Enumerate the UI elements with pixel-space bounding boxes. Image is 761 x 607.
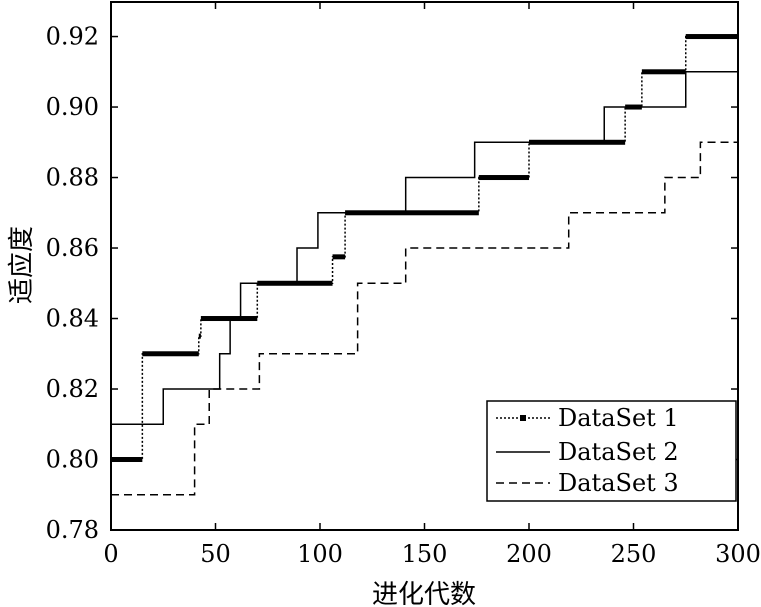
x-tick-label: 300 (715, 540, 761, 568)
y-tick-label: 0.90 (46, 93, 99, 121)
y-tick-label: 0.82 (46, 375, 99, 403)
x-tick-label: 150 (402, 540, 448, 568)
x-tick-label: 50 (200, 540, 231, 568)
series-marker-band-dataset-1 (142, 351, 199, 357)
x-tick-label: 250 (611, 540, 657, 568)
series-marker-band-dataset-1 (641, 69, 686, 75)
series-line-dataset-2 (111, 71, 738, 426)
x-tick-label: 0 (103, 540, 118, 568)
legend: DataSet 1 DataSet 2 DataSet 3 (486, 400, 737, 502)
legend-label-dataset-2: DataSet 2 (558, 438, 679, 466)
x-axis-title: 进化代数 (372, 580, 476, 607)
series-marker-band-dataset-1 (111, 457, 143, 463)
series-marker-band-dataset-1 (478, 175, 529, 181)
legend-label-dataset-1: DataSet 1 (558, 404, 679, 432)
legend-marker-dataset-1 (520, 415, 526, 421)
y-tick-label: 0.86 (46, 234, 99, 262)
y-axis-title: 适应度 (7, 226, 37, 304)
y-tick-label: 0.92 (46, 23, 99, 51)
series-line-dataset-3 (111, 141, 738, 496)
y-tick-label: 0.80 (46, 446, 99, 474)
series-marker-band-dataset-1 (685, 34, 738, 40)
series-marker-band-dataset-1 (200, 316, 258, 322)
y-tick-label: 0.88 (46, 164, 99, 192)
axis-layer: 0 50 100 150 200 250 300 0.78 0.80 0.82 0.84 0.86 0.… (46, 2, 761, 568)
series-layer (111, 34, 738, 496)
y-tick-label: 0.78 (46, 516, 99, 544)
x-tick-label: 100 (297, 540, 343, 568)
series-line-dataset-1 (111, 35, 738, 461)
series-marker-band-dataset-1 (332, 254, 346, 260)
legend-label-dataset-3: DataSet 3 (558, 469, 679, 497)
series-marker-band-dataset-1 (345, 210, 479, 216)
y-tick-label: 0.84 (46, 305, 99, 333)
series-marker-band-dataset-1 (198, 333, 201, 339)
x-tick-label: 200 (506, 540, 552, 568)
